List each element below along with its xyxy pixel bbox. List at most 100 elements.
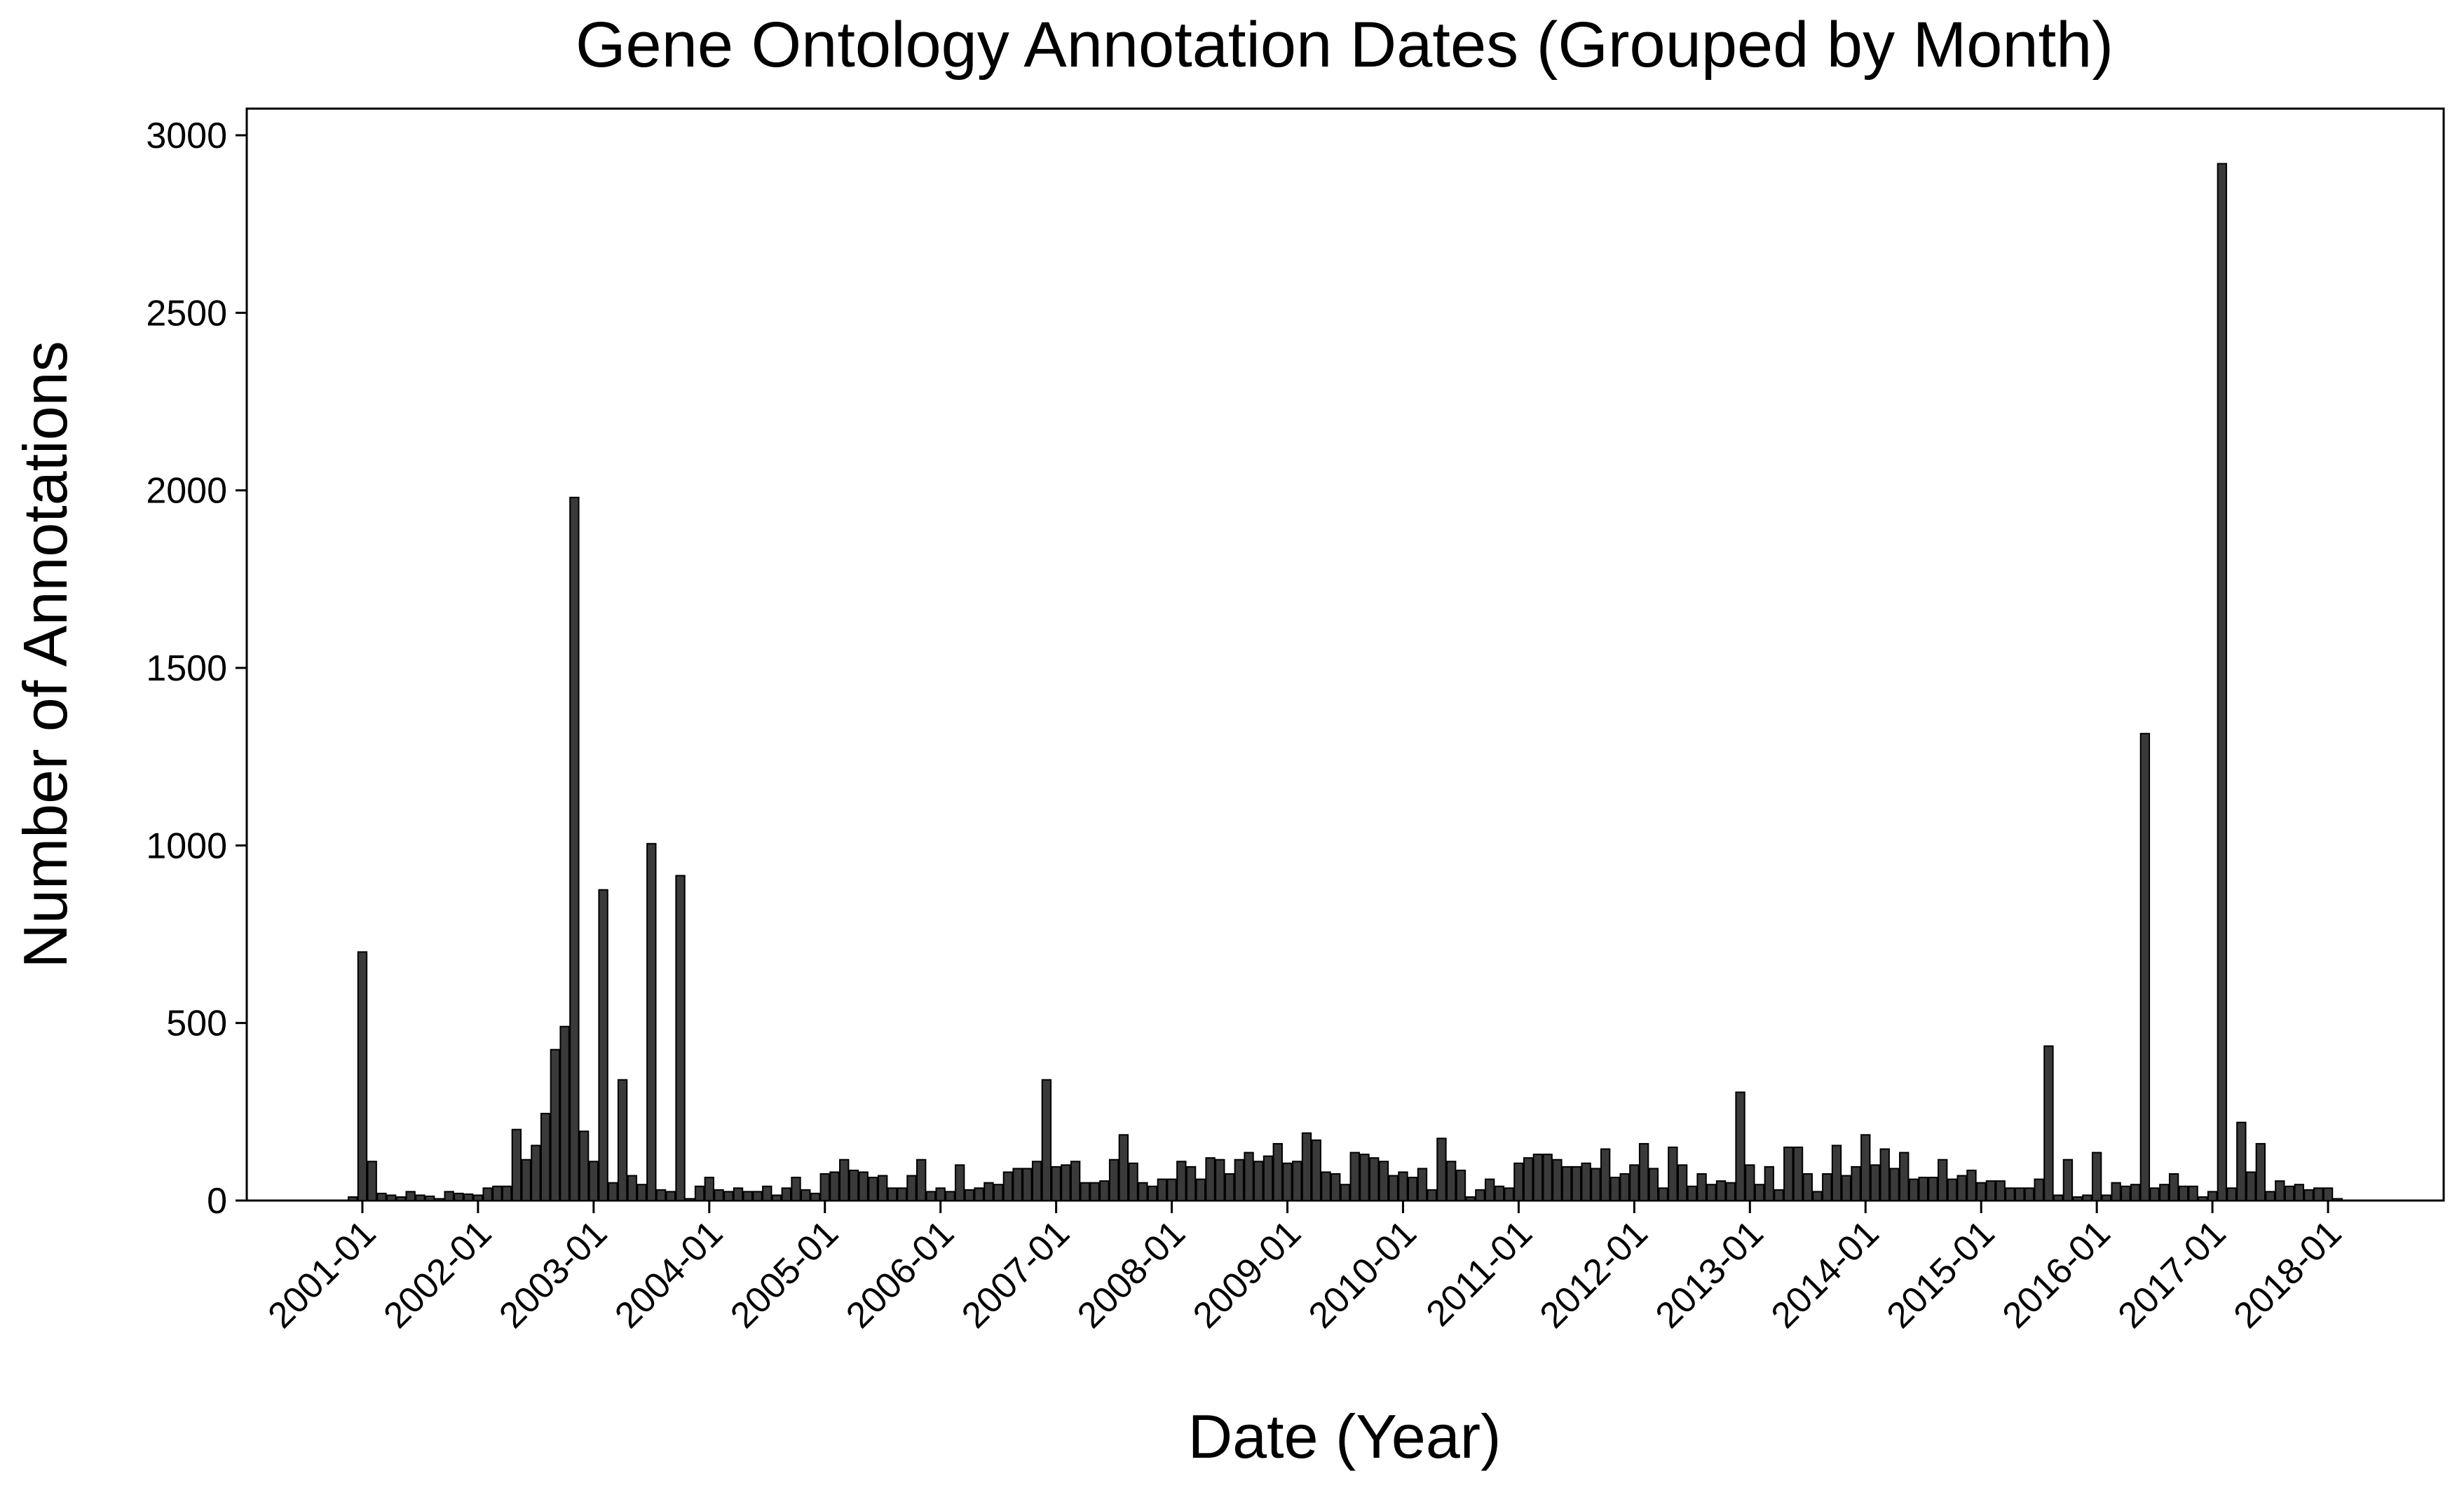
bar: [1638, 1142, 1649, 1202]
bar: [1619, 1173, 1630, 1201]
x-tick-label: 2009-01: [1185, 1212, 1309, 1336]
bar: [2043, 1045, 2054, 1201]
bar: [367, 1161, 377, 1202]
bar: [521, 1158, 531, 1201]
bar: [1359, 1154, 1370, 1201]
x-tick-label: 2017-01: [2111, 1212, 2234, 1336]
bar: [1051, 1166, 1061, 1202]
bar: [1234, 1158, 1244, 1201]
bar: [1985, 1180, 1996, 1201]
bar: [1282, 1162, 1293, 1202]
bar: [2236, 1121, 2247, 1201]
bar: [752, 1191, 763, 1202]
bar: [1321, 1171, 1331, 1202]
bar: [1061, 1164, 1071, 1202]
bar: [357, 951, 368, 1202]
bar: [1879, 1148, 1890, 1201]
bar: [1648, 1168, 1659, 1202]
bar: [781, 1187, 791, 1202]
bar: [1552, 1158, 1563, 1201]
x-tick-label: 2014-01: [1764, 1212, 1887, 1336]
bar: [588, 1161, 599, 1202]
x-tick-label: 2011-01: [1419, 1212, 1540, 1334]
bar: [2159, 1184, 2170, 1201]
bar: [1600, 1148, 1611, 1201]
bar: [655, 1189, 667, 1202]
bar: [2149, 1187, 2160, 1202]
bar: [675, 875, 686, 1202]
bar: [1012, 1168, 1023, 1202]
bar: [2091, 1151, 2102, 1201]
bar: [1022, 1168, 1033, 1202]
bar: [694, 1185, 705, 1201]
bar: [1147, 1185, 1158, 1201]
bar: [954, 1164, 965, 1202]
bar: [1185, 1166, 1197, 1202]
bar: [2207, 1191, 2218, 1202]
bar: [1504, 1187, 1514, 1202]
bar: [1041, 1079, 1052, 1201]
bar: [1715, 1180, 1727, 1201]
bar: [665, 1191, 676, 1202]
bar: [2015, 1187, 2025, 1202]
bar: [1311, 1139, 1321, 1202]
bar: [925, 1191, 937, 1202]
bar: [858, 1171, 869, 1202]
bar: [1947, 1178, 1958, 1201]
bar: [771, 1194, 782, 1202]
bar: [501, 1185, 512, 1201]
bar: [829, 1171, 840, 1202]
bar: [1956, 1175, 1967, 1201]
y-tick-label: 3000: [146, 116, 227, 156]
bar: [1349, 1151, 1360, 1201]
bar: [1860, 1134, 1871, 1202]
bar: [1099, 1180, 1110, 1201]
y-tick-label: 2000: [146, 471, 227, 512]
bar: [2255, 1142, 2266, 1202]
bar: [1157, 1178, 1168, 1201]
bar: [405, 1191, 416, 1202]
bar: [2072, 1196, 2083, 1202]
x-tick-label: 2016-01: [1995, 1212, 2118, 1336]
bar: [839, 1158, 850, 1201]
bar: [1494, 1185, 1505, 1201]
bar: [1253, 1161, 1264, 1202]
x-tick-label: 2002-01: [376, 1212, 499, 1336]
bar: [733, 1187, 744, 1202]
bar: [1378, 1161, 1389, 1202]
bar: [2111, 1182, 2121, 1201]
bar: [1128, 1162, 1138, 1202]
x-axis-label: Date (Year): [1188, 1402, 1502, 1471]
bar: [2198, 1196, 2208, 1202]
chart-title: Gene Ontology Annotation Dates (Grouped …: [576, 9, 2114, 81]
bar: [1417, 1168, 1428, 1202]
bar: [1427, 1189, 1437, 1202]
x-tick-label: 2003-01: [491, 1212, 615, 1336]
bar: [463, 1193, 474, 1202]
bar: [348, 1196, 358, 1202]
bar: [1918, 1177, 1928, 1201]
bar: [1369, 1157, 1380, 1201]
bar: [714, 1189, 724, 1202]
bar: [1215, 1158, 1225, 1201]
bar: [1677, 1164, 1688, 1202]
bar: [1831, 1144, 1842, 1202]
bar: [1272, 1142, 1283, 1202]
bar: [1455, 1169, 1466, 1202]
y-axis-label: Number of Annotations: [11, 341, 80, 968]
bar: [1870, 1164, 1881, 1202]
bar: [511, 1128, 522, 1201]
x-tick-label: 2006-01: [838, 1212, 962, 1336]
x-tick-label: 2010-01: [1301, 1212, 1424, 1336]
bar: [578, 1130, 590, 1201]
bar: [1735, 1091, 1745, 1202]
bar: [1668, 1147, 1678, 1201]
bar: [637, 1184, 647, 1201]
bar: [983, 1182, 994, 1201]
bar: [617, 1079, 628, 1201]
bar: [2226, 1187, 2237, 1202]
bar: [1080, 1182, 1091, 1201]
bar: [1889, 1168, 1900, 1202]
